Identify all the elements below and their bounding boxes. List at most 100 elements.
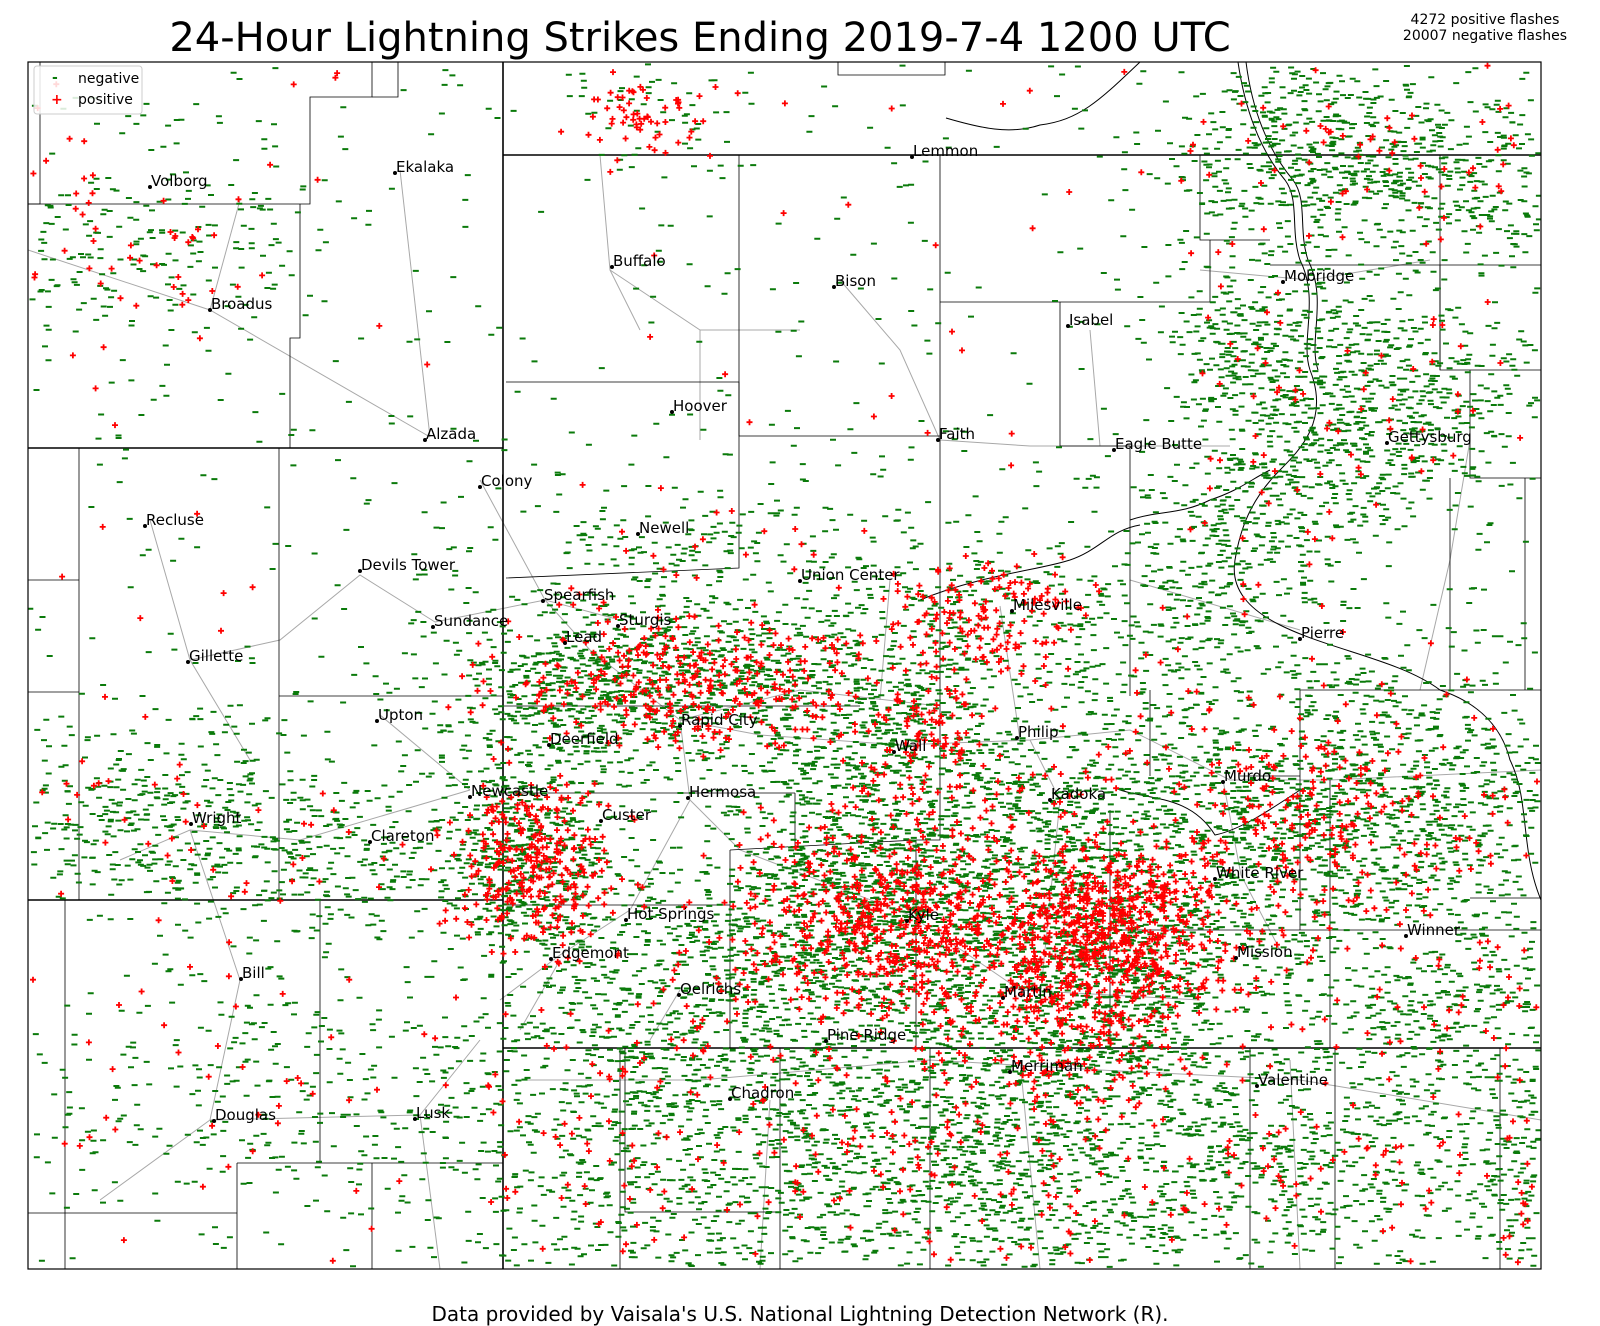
city-dot bbox=[1008, 1070, 1012, 1074]
river bbox=[1129, 469, 1271, 521]
city-label: Newcastle bbox=[471, 782, 548, 800]
city-dot bbox=[1010, 609, 1014, 613]
road bbox=[689, 799, 1201, 1001]
city-label: Murdo bbox=[1224, 767, 1271, 785]
city-ekalaka: Ekalaka bbox=[393, 158, 454, 176]
city-label: Devils Tower bbox=[361, 556, 456, 574]
city-label: Buffalo bbox=[613, 252, 666, 270]
city-volborg: Volborg bbox=[148, 172, 208, 190]
city-label: Isabel bbox=[1069, 311, 1113, 329]
city-dot bbox=[431, 625, 435, 629]
city-label: Bill bbox=[242, 964, 265, 982]
city-label: Mission bbox=[1237, 943, 1293, 961]
city-label: Edgemont bbox=[552, 944, 629, 962]
county-border bbox=[1439, 265, 1541, 371]
city-milesville: Milesville bbox=[1010, 596, 1082, 614]
city-label: Valentine bbox=[1258, 1071, 1328, 1089]
county-border bbox=[289, 204, 301, 448]
city-label: Kadoka bbox=[1051, 785, 1106, 803]
city-label: Custer bbox=[602, 806, 652, 824]
city-union-center: Union Center bbox=[798, 566, 900, 584]
city-label: Eagle Butte bbox=[1115, 435, 1202, 453]
city-dot bbox=[186, 660, 190, 664]
city-mobridge: Mobridge bbox=[1281, 267, 1354, 285]
city-kyle: Kyle bbox=[905, 906, 939, 924]
city-newcastle: Newcastle bbox=[468, 782, 548, 800]
city-dot bbox=[547, 743, 551, 747]
city-dot bbox=[1298, 637, 1302, 641]
city-wright: Wright bbox=[189, 809, 242, 827]
city-label: Rapid City bbox=[681, 711, 758, 729]
city-dot bbox=[478, 485, 482, 489]
city-label: Clareton bbox=[371, 827, 434, 845]
city-dot bbox=[728, 1097, 732, 1101]
city-label: Chadron bbox=[731, 1084, 794, 1102]
city-white-river: White River bbox=[1213, 864, 1304, 882]
city-label: Faith bbox=[939, 425, 975, 443]
city-label: Volborg bbox=[151, 172, 208, 190]
data-credit: Data provided by Vaisala's U.S. National… bbox=[431, 1302, 1169, 1326]
city-edgemont: Edgemont bbox=[549, 944, 629, 962]
city-martin: Martin bbox=[1001, 983, 1052, 1001]
city-dot bbox=[1221, 780, 1225, 784]
positive-flash-count: 4272 positive flashes bbox=[1410, 12, 1560, 28]
city-label: Colony bbox=[481, 472, 533, 490]
positive-strike-marks bbox=[30, 62, 1540, 1266]
city-isabel: Isabel bbox=[1066, 311, 1113, 329]
county-border bbox=[1199, 155, 1270, 241]
city-dot bbox=[910, 155, 914, 159]
road bbox=[1019, 1059, 1041, 1269]
city-dot bbox=[798, 579, 802, 583]
city-dot bbox=[832, 285, 836, 289]
city-dot bbox=[212, 1119, 216, 1123]
city-oelrichs: Oelrichs bbox=[677, 980, 741, 998]
city-lusk: Lusk bbox=[413, 1104, 450, 1122]
road bbox=[149, 519, 251, 761]
city-pierre: Pierre bbox=[1298, 624, 1344, 642]
city-dot bbox=[936, 438, 940, 442]
road bbox=[1289, 1059, 1301, 1269]
map-frame bbox=[27, 61, 1542, 1270]
city-label: Kyle bbox=[908, 906, 939, 924]
city-dot bbox=[824, 1039, 828, 1043]
road bbox=[209, 199, 241, 311]
city-label: Lead bbox=[566, 628, 602, 646]
city-wall: Wall bbox=[892, 737, 926, 755]
city-dot bbox=[599, 819, 603, 823]
city-label: Sundance bbox=[434, 612, 508, 630]
city-dot bbox=[468, 795, 472, 799]
city-dot bbox=[1385, 441, 1389, 445]
county-border bbox=[505, 381, 740, 579]
city-label: Wall bbox=[895, 737, 926, 755]
city-dot bbox=[239, 977, 243, 981]
county-border bbox=[738, 155, 941, 437]
negative-strike-marks bbox=[28, 63, 1541, 1268]
city-label: Gettysburg bbox=[1388, 428, 1472, 446]
city-label: Douglas bbox=[215, 1106, 276, 1124]
city-label: Bison bbox=[835, 272, 876, 290]
road bbox=[379, 714, 471, 791]
city-dot bbox=[1015, 736, 1019, 740]
road bbox=[419, 1114, 441, 1269]
road bbox=[599, 154, 641, 331]
legend-positive-symbol: + bbox=[51, 92, 63, 108]
city-label: White River bbox=[1216, 864, 1304, 882]
city-dot bbox=[1001, 996, 1005, 1000]
city-faith: Faith bbox=[936, 425, 975, 443]
city-dot bbox=[375, 719, 379, 723]
road bbox=[189, 574, 436, 661]
city-label: Martin bbox=[1004, 983, 1052, 1001]
map-title: 24-Hour Lightning Strikes Ending 2019-7-… bbox=[169, 15, 1231, 61]
city-sundance: Sundance bbox=[431, 612, 508, 630]
city-label: Wright bbox=[192, 809, 242, 827]
city-label: Broadus bbox=[211, 295, 273, 313]
city-mission: Mission bbox=[1234, 943, 1293, 961]
county-border bbox=[940, 240, 1211, 303]
city-label: Hoover bbox=[673, 397, 728, 415]
city-eagle-butte: Eagle Butte bbox=[1112, 435, 1202, 453]
flash-count-summary: 4272 positive flashes 20007 negative fla… bbox=[1385, 12, 1585, 44]
city-dot bbox=[563, 641, 567, 645]
city-sturgis: Sturgis bbox=[616, 611, 672, 629]
city-label: Upton bbox=[378, 706, 423, 724]
city-label: Newell bbox=[639, 519, 689, 537]
